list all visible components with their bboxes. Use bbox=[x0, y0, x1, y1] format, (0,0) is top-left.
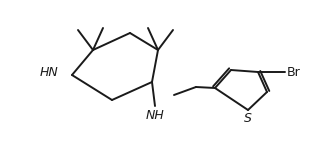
Text: NH: NH bbox=[146, 109, 164, 122]
Text: S: S bbox=[244, 112, 252, 125]
Text: Br: Br bbox=[287, 66, 301, 79]
Text: HN: HN bbox=[39, 66, 58, 80]
